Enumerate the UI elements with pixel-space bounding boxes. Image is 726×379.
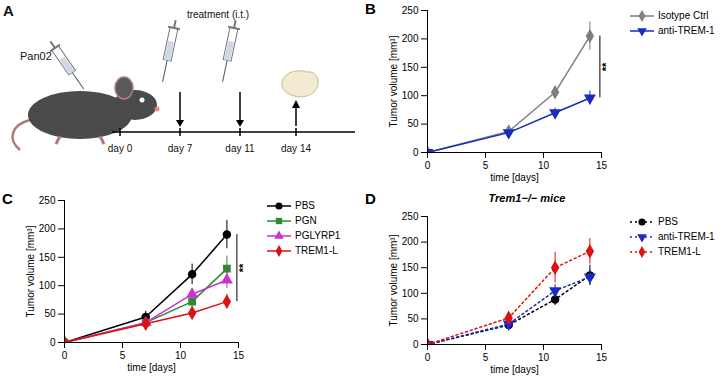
svg-text:100: 100 xyxy=(39,280,56,291)
html-text:Trem1−/− mice: Trem1−/− mice xyxy=(488,192,566,204)
html-text:TREM1-L: TREM1-L xyxy=(658,246,701,257)
svg-text:0: 0 xyxy=(50,337,56,348)
html-text:anti-TREM-1: anti-TREM-1 xyxy=(658,231,715,242)
html-text:PBS: PBS xyxy=(295,200,315,211)
html-text:D: D xyxy=(365,190,376,207)
svg-text:200: 200 xyxy=(402,33,419,44)
svg-text:250: 250 xyxy=(39,195,56,206)
svg-text:0: 0 xyxy=(425,160,431,171)
svg-text:day 0: day 0 xyxy=(108,143,133,154)
svg-text:treatment (i.t.): treatment (i.t.) xyxy=(187,9,249,20)
svg-text:15: 15 xyxy=(596,160,608,171)
html-text:PBS: PBS xyxy=(658,216,678,227)
svg-text:Pan02: Pan02 xyxy=(20,50,52,62)
svg-text:250: 250 xyxy=(402,5,419,16)
html-text:C: C xyxy=(2,190,13,207)
svg-text:100: 100 xyxy=(402,288,419,299)
svg-text:50: 50 xyxy=(44,308,56,319)
svg-text:A: A xyxy=(3,2,14,19)
svg-text:10: 10 xyxy=(538,352,550,363)
svg-text:0: 0 xyxy=(425,352,431,363)
svg-text:200: 200 xyxy=(39,223,56,234)
svg-text:Tumor volume [mm³]: Tumor volume [mm³] xyxy=(388,234,399,326)
svg-text:0: 0 xyxy=(62,350,68,361)
svg-text:time [days]: time [days] xyxy=(490,364,539,375)
svg-text:Tumor volume [mm³]: Tumor volume [mm³] xyxy=(388,35,399,127)
html-text:TREM1-L: TREM1-L xyxy=(295,245,338,256)
svg-text:time [days]: time [days] xyxy=(127,362,176,373)
svg-text:0: 0 xyxy=(413,147,419,158)
html-text:PGLYRP1: PGLYRP1 xyxy=(295,230,341,241)
svg-text:15: 15 xyxy=(596,352,608,363)
svg-text:10: 10 xyxy=(175,350,187,361)
svg-text:Tumor volume [mm³]: Tumor volume [mm³] xyxy=(25,225,36,317)
svg-text:**: ** xyxy=(237,263,249,272)
svg-text:50: 50 xyxy=(407,313,419,324)
svg-text:5: 5 xyxy=(483,160,489,171)
svg-text:50: 50 xyxy=(407,118,419,129)
svg-text:150: 150 xyxy=(402,62,419,73)
svg-text:10: 10 xyxy=(538,160,550,171)
svg-text:day 11: day 11 xyxy=(225,143,255,154)
html-text:Isotype Ctrl: Isotype Ctrl xyxy=(658,10,709,21)
svg-text:time [days]: time [days] xyxy=(490,172,539,183)
svg-text:5: 5 xyxy=(483,352,489,363)
html-text:PGN: PGN xyxy=(295,215,317,226)
html-text:B: B xyxy=(365,0,376,17)
svg-text:200: 200 xyxy=(402,236,419,247)
svg-text:15: 15 xyxy=(233,350,245,361)
svg-text:250: 250 xyxy=(402,211,419,222)
svg-text:day 7: day 7 xyxy=(168,143,193,154)
html-text:anti-TREM-1: anti-TREM-1 xyxy=(658,25,715,36)
svg-text:day 14: day 14 xyxy=(281,143,311,154)
svg-text:0: 0 xyxy=(413,339,419,350)
svg-text:**: ** xyxy=(600,62,612,71)
svg-text:100: 100 xyxy=(402,90,419,101)
svg-text:5: 5 xyxy=(120,350,126,361)
svg-text:150: 150 xyxy=(402,262,419,273)
svg-text:150: 150 xyxy=(39,252,56,263)
